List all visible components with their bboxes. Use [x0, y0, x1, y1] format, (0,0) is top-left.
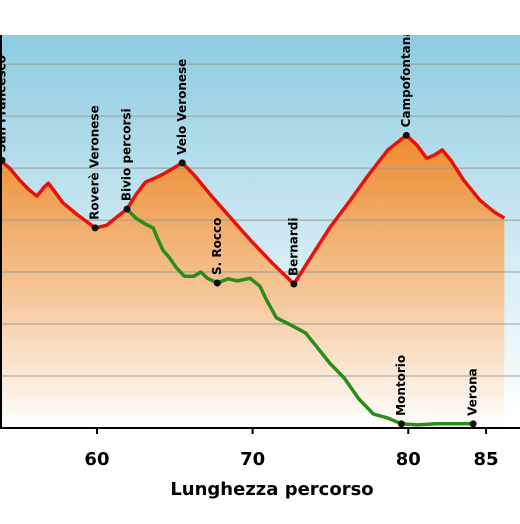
landmark-label: Verona	[466, 368, 480, 416]
landmark-label: San Francesco	[0, 55, 9, 152]
landmark-label: Montorio	[394, 355, 408, 416]
landmark-point	[213, 279, 221, 287]
landmark-point	[402, 131, 410, 139]
x-tick-label: 80	[396, 449, 421, 470]
landmark-label: S. Rocco	[210, 218, 224, 275]
landmark-label: Roverè Veronese	[88, 105, 102, 220]
grid	[0, 63, 520, 377]
landmark-label: Bivio percorsi	[120, 108, 134, 201]
x-tick-label: 70	[240, 449, 265, 470]
profile-line	[0, 133, 506, 286]
landmark-point	[123, 205, 131, 213]
x-tick-label: 60	[84, 449, 109, 470]
landmark-point	[178, 159, 186, 167]
landmark-point	[290, 280, 298, 288]
landmark-point	[397, 420, 405, 428]
x-axis-title: Lunghezza percorso	[170, 479, 373, 500]
landmark-label: Bernardi	[286, 218, 300, 276]
landmark-label: Velo Veronese	[175, 59, 189, 155]
landmark-label: Campofontana	[399, 29, 413, 128]
landmark-point	[469, 420, 477, 428]
profile-line	[125, 207, 474, 427]
landmark-point	[91, 224, 99, 232]
x-tick-label: 85	[474, 449, 499, 470]
